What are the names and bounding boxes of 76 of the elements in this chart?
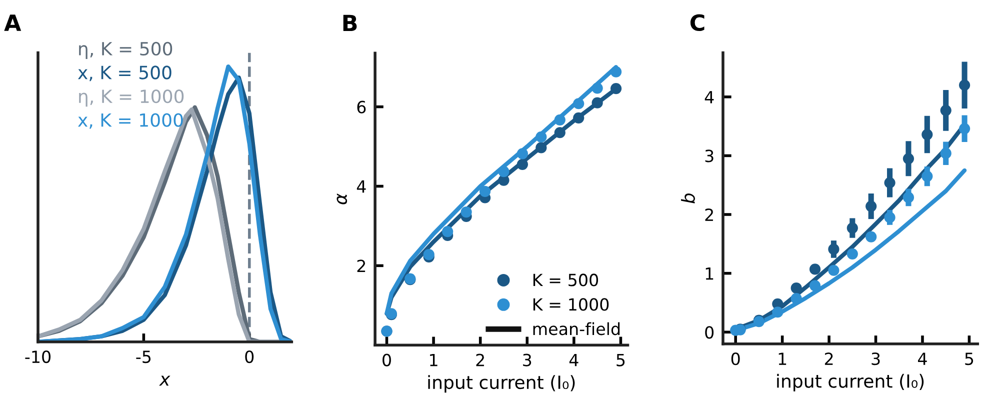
- x-axis-title: input current (I₀): [777, 374, 924, 392]
- point: [940, 104, 952, 116]
- x-tick-label: 0: [245, 350, 254, 364]
- point: [866, 200, 877, 212]
- x-tick-label: 3: [872, 352, 880, 366]
- legend-label: K = 500: [533, 274, 598, 286]
- point: [592, 97, 603, 108]
- text: η, K = 500: [79, 42, 172, 60]
- point: [902, 192, 914, 204]
- x-tick-label: 1: [778, 352, 786, 365]
- y-tick-label: 4: [356, 180, 366, 193]
- chart-title: B: [343, 14, 357, 32]
- text: x, K = 500: [78, 66, 172, 82]
- x-tick-label: -5: [136, 350, 151, 364]
- point: [423, 248, 434, 260]
- point: [884, 177, 896, 188]
- x-tick-label: 3: [523, 354, 532, 366]
- x-tick-label: 0: [731, 352, 740, 366]
- x-tick-label: 4: [569, 354, 578, 366]
- chart-title: C: [690, 14, 704, 32]
- point: [828, 244, 840, 255]
- x-tick-label: 2: [476, 354, 484, 366]
- x-tick-label: -10: [25, 350, 51, 364]
- point: [772, 306, 784, 318]
- x-axis-title: x: [159, 376, 170, 386]
- y-axis-title: b: [681, 193, 695, 204]
- point: [940, 148, 952, 159]
- point: [902, 153, 914, 164]
- point: [809, 280, 821, 292]
- y-axis-title: α: [336, 193, 348, 204]
- series-label: η, K = 1000: [79, 89, 184, 107]
- point: [536, 131, 547, 143]
- point: [554, 127, 566, 138]
- legend-label: K = 1000: [533, 298, 609, 311]
- y-tick-label: 1: [706, 267, 714, 280]
- point: [846, 222, 858, 234]
- point: [442, 226, 454, 238]
- point: [958, 123, 970, 134]
- point: [958, 80, 970, 91]
- point: [866, 231, 877, 242]
- point: [479, 186, 491, 197]
- point: [809, 264, 821, 275]
- y-tick-label: 2: [705, 208, 713, 221]
- y-tick-label: 2: [357, 260, 366, 272]
- point: [554, 114, 566, 126]
- point: [573, 98, 584, 110]
- point: [536, 142, 547, 154]
- x-tick-label: 2: [824, 352, 833, 365]
- x-tick-label: 1: [430, 354, 438, 366]
- point: [828, 264, 840, 276]
- point: [790, 282, 802, 294]
- point: [610, 66, 622, 78]
- annotation: mean-field: [533, 322, 620, 336]
- x-tick-label: 4: [918, 352, 927, 365]
- point: [610, 82, 622, 94]
- point: [516, 148, 528, 160]
- point: [498, 166, 510, 178]
- y-tick-label: 0: [705, 326, 714, 339]
- point: [922, 170, 933, 182]
- y-tick-label: 4: [704, 91, 714, 104]
- y-tick-label: 3: [705, 150, 714, 162]
- x-axis-title: input current (I₀): [428, 375, 575, 393]
- x-tick-label: 5: [616, 354, 625, 366]
- point: [884, 212, 896, 223]
- x-tick-label: 0: [382, 354, 391, 366]
- point: [790, 293, 802, 304]
- point: [573, 112, 584, 124]
- point: [846, 248, 858, 260]
- series-label: x, K = 1000: [78, 113, 183, 129]
- point: [460, 206, 472, 218]
- point: [516, 158, 528, 170]
- y-tick-label: 6: [357, 100, 366, 114]
- chart-title: A: [4, 14, 22, 31]
- x-tick-label: 5: [965, 352, 974, 366]
- point: [922, 128, 933, 140]
- point: [592, 82, 603, 94]
